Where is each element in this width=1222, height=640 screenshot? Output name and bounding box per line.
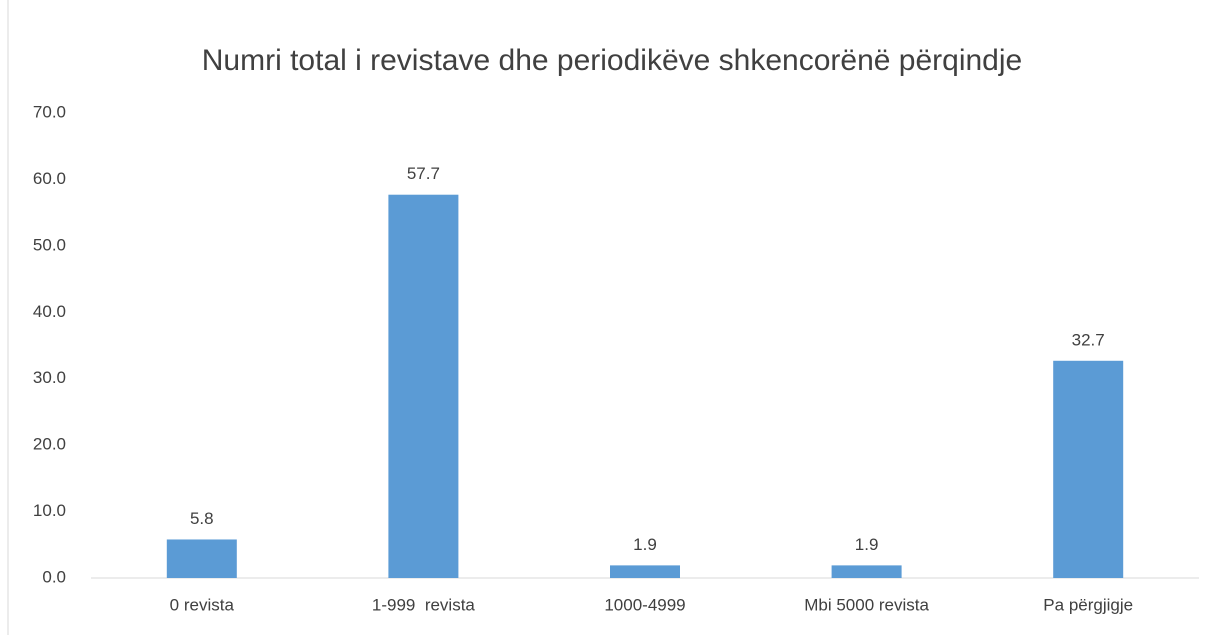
y-tick-label: 40.0 (33, 302, 66, 321)
bar (610, 565, 680, 578)
bar (831, 565, 902, 578)
x-tick-label: Mbi 5000 revista (804, 595, 929, 614)
data-label: 5.8 (190, 509, 214, 528)
y-tick-label: 0.0 (42, 567, 66, 586)
y-tick-label: 30.0 (33, 368, 66, 387)
y-tick-label: 10.0 (33, 501, 66, 520)
data-label: 32.7 (1072, 330, 1105, 349)
data-label: 1.9 (633, 535, 657, 554)
bar (388, 194, 459, 578)
x-tick-label: 1000-4999 (604, 595, 685, 614)
chart-title: Numri total i revistave dhe periodikëve … (202, 44, 1022, 77)
data-label: 1.9 (855, 535, 879, 554)
x-tick-label: Pa përgjigje (1043, 595, 1133, 614)
x-tick-label: 1-999 revista (372, 595, 476, 614)
y-tick-label: 70.0 (33, 102, 66, 121)
y-tick-label: 20.0 (33, 435, 66, 454)
x-tick-label: 0 revista (170, 595, 235, 614)
bar (166, 539, 237, 578)
bar (1053, 360, 1124, 578)
y-tick-label: 60.0 (33, 169, 66, 188)
data-label: 57.7 (407, 164, 440, 183)
y-tick-label: 50.0 (33, 235, 66, 254)
